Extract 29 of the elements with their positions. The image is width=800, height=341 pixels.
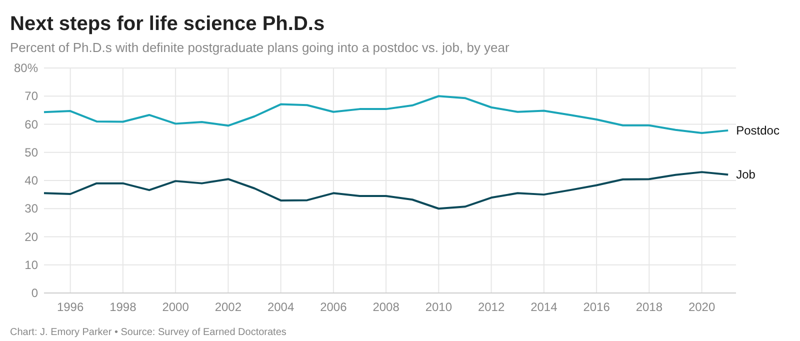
chart-title: Next steps for life science Ph.D.s: [10, 13, 325, 35]
chart-subtitle: Percent of Ph.D.s with definite postgraduate plans going into a postdoc vs. job, by year: [10, 40, 510, 55]
x-tick-label: 2020: [688, 300, 716, 314]
series-label: Postdoc: [736, 123, 780, 138]
y-tick-label: 20: [24, 230, 38, 244]
x-tick-label: 2000: [162, 300, 190, 314]
x-tick-label: 2006: [320, 300, 348, 314]
y-tick-label: 80%: [14, 61, 38, 75]
y-tick-label: 60: [24, 117, 38, 132]
x-tick-label: 1998: [110, 300, 137, 314]
x-tick-label: 2010: [425, 300, 452, 314]
x-tick-label: 2016: [583, 300, 610, 314]
y-tick-label: 30: [24, 202, 38, 216]
y-tick-label: 10: [24, 258, 38, 272]
x-tick-label: 2012: [478, 300, 505, 314]
y-tick-label: 0: [31, 286, 38, 300]
line-series: [43, 171, 730, 210]
series-label: Job: [736, 168, 756, 182]
y-tick-label: 40: [24, 174, 38, 188]
x-tick-label: 2018: [636, 300, 663, 314]
y-tick-label: 70: [24, 89, 38, 104]
line-series: [43, 95, 730, 134]
x-tick-label: 2002: [214, 300, 242, 314]
x-tick-label: 2004: [267, 300, 294, 314]
x-tick-label: 1996: [56, 300, 84, 314]
x-tick-label: 2014: [530, 300, 558, 314]
text: Chart: J. Emory Parker • Source: Survey of Earned Doctorates: [10, 327, 286, 338]
y-tick-label: 50: [24, 145, 38, 160]
x-tick-label: 2008: [372, 300, 400, 314]
